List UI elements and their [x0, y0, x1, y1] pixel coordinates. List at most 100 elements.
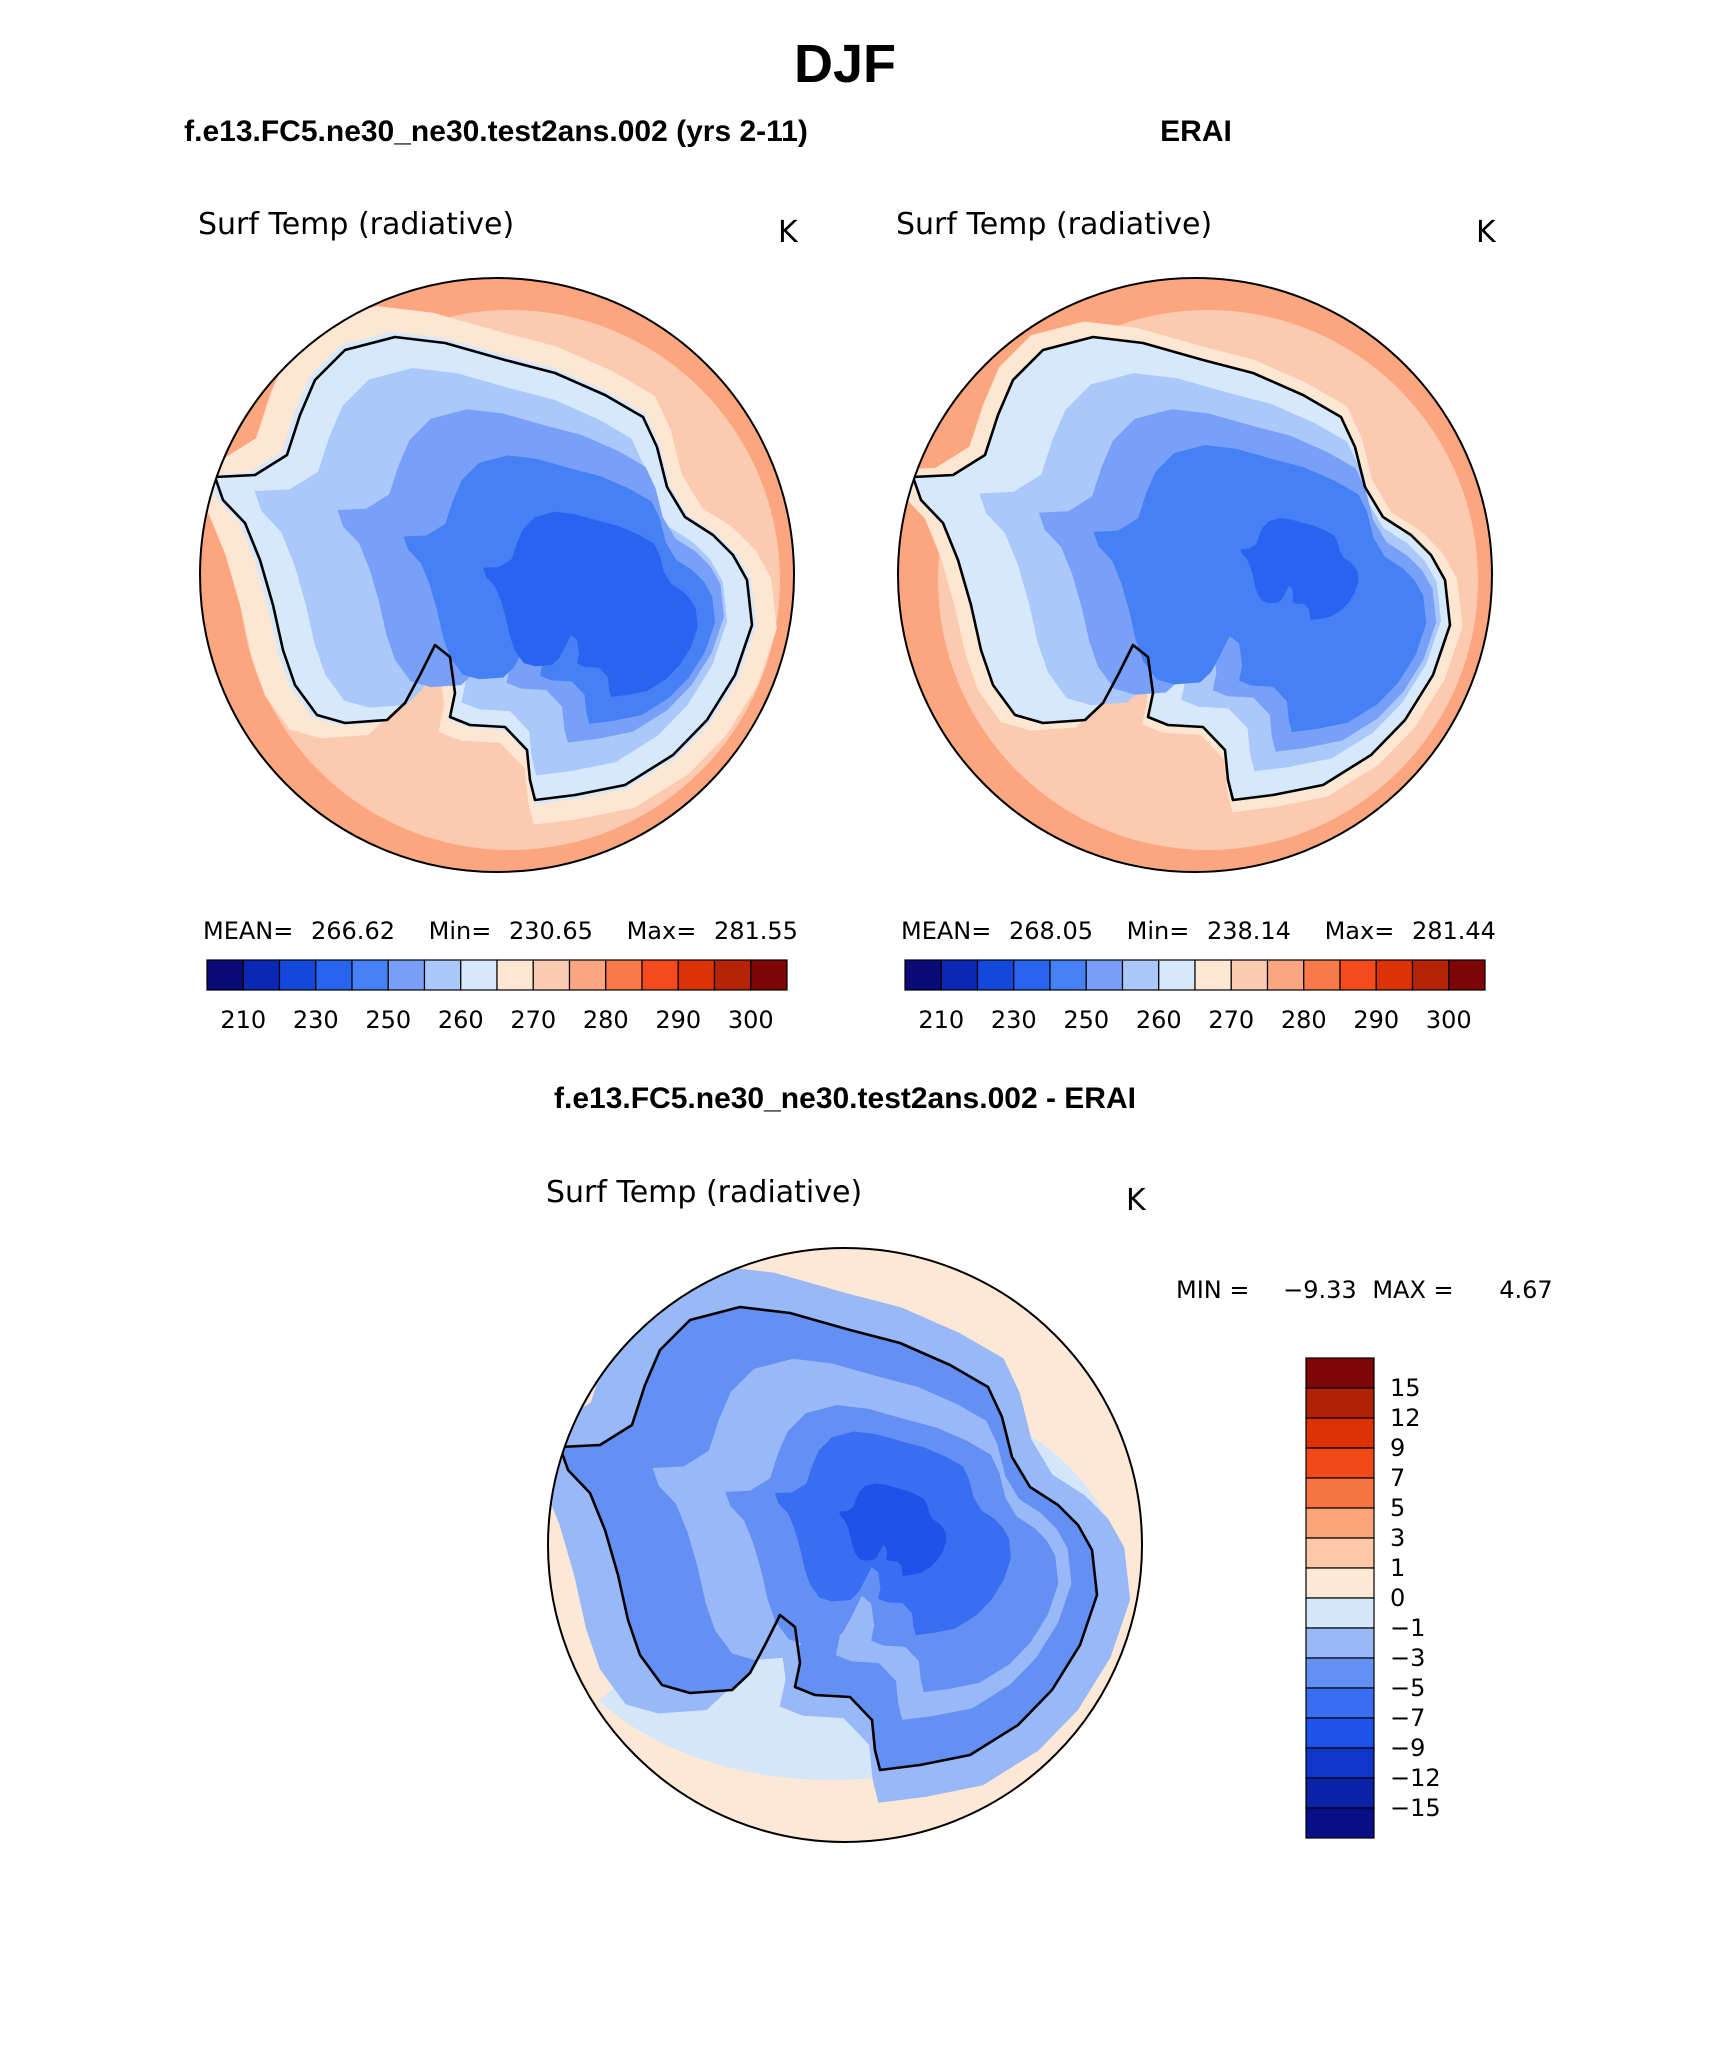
colorbar-tick-label: 280	[1281, 1006, 1327, 1034]
model-min-label: Min=	[429, 917, 492, 945]
colorbar-tick-label: −7	[1390, 1704, 1425, 1732]
model-max-label: Max=	[627, 917, 697, 945]
colorbar-tick-label: 230	[293, 1006, 339, 1034]
obs-max-label: Max=	[1325, 917, 1395, 945]
colorbar-swatch	[1305, 1747, 1375, 1779]
colorbar-swatch	[1121, 959, 1160, 991]
model-mean-label: MEAN=	[203, 917, 293, 945]
colorbar-swatch	[1305, 1357, 1375, 1389]
colorbar-swatch	[423, 959, 462, 991]
obs-min-value: 238.14	[1207, 917, 1291, 945]
diff-title: f.e13.FC5.ne30_ne30.test2ans.002 - ERAI	[554, 1082, 1136, 1115]
colorbar-swatch	[1303, 959, 1341, 991]
colorbar-tick-label: 1	[1390, 1554, 1405, 1582]
colorbar-swatch	[1158, 959, 1196, 991]
colorbar-tick-label: 12	[1390, 1404, 1421, 1432]
colorbar-tick-label: 300	[728, 1006, 774, 1034]
colorbar-swatch	[206, 959, 244, 991]
colorbar-tick-label: 260	[438, 1006, 484, 1034]
obs-min-label: Min=	[1127, 917, 1190, 945]
diff-max-label: MAX =	[1372, 1276, 1453, 1304]
obs-stats: MEAN= 268.05 Min= 238.14 Max= 281.44	[901, 917, 1496, 945]
colorbar-swatch	[750, 959, 788, 991]
colorbar-swatch	[1085, 959, 1124, 991]
colorbar-swatch	[568, 959, 607, 991]
colorbar-swatch	[351, 959, 389, 991]
colorbar-swatch	[1339, 959, 1377, 991]
diff-units-label: K	[1126, 1183, 1147, 1218]
colorbar-tick-label: 9	[1390, 1434, 1405, 1462]
colorbar-swatch	[1375, 959, 1414, 991]
colorbar-swatch	[1305, 1807, 1375, 1839]
model-colorbar: 210 230 250 260 270 280 290 300	[206, 959, 788, 1034]
colorbar-swatch	[1305, 1777, 1375, 1809]
model-max-value: 281.55	[714, 917, 798, 945]
colorbar-tick-label: 290	[655, 1006, 701, 1034]
model-map	[200, 278, 794, 872]
obs-case-title: ERAI	[1160, 115, 1232, 148]
colorbar-tick-label: 270	[1208, 1006, 1254, 1034]
colorbar-swatch	[713, 959, 752, 991]
obs-map	[898, 278, 1492, 872]
colorbar-swatch	[387, 959, 426, 991]
model-stats: MEAN= 266.62 Min= 230.65 Max= 281.55	[203, 917, 798, 945]
obs-max-value: 281.44	[1412, 917, 1496, 945]
colorbar-swatch	[904, 959, 942, 991]
obs-field-warm-edge	[898, 300, 960, 420]
colorbar-tick-label: −1	[1390, 1614, 1425, 1642]
colorbar-swatch	[460, 959, 498, 991]
colorbar-swatch	[677, 959, 716, 991]
colorbar-swatch	[1305, 1657, 1375, 1689]
obs-map-border	[897, 277, 1493, 873]
colorbar-tick-label: 250	[1063, 1006, 1109, 1034]
colorbar-swatch	[1266, 959, 1305, 991]
model-units-label: K	[778, 215, 799, 250]
model-field-warm-edge	[200, 300, 260, 420]
colorbar-tick-label: 270	[510, 1006, 556, 1034]
colorbar-tick-label: −15	[1390, 1794, 1441, 1822]
diff-map	[548, 1248, 1142, 1842]
colorbar-tick-label: 290	[1353, 1006, 1399, 1034]
diff-min-value: −9.33	[1283, 1276, 1357, 1304]
colorbar-tick-label: 300	[1426, 1006, 1472, 1034]
colorbar-swatch	[496, 959, 534, 991]
colorbar-tick-label: 7	[1390, 1464, 1405, 1492]
colorbar-swatch	[1013, 959, 1051, 991]
colorbar-swatch	[1305, 1627, 1375, 1659]
colorbar-swatch	[1305, 1387, 1375, 1419]
diff-stats: MIN = −9.33 MAX = 4.67	[1176, 1276, 1553, 1304]
model-min-value: 230.65	[509, 917, 593, 945]
colorbar-tick-label: −5	[1390, 1674, 1425, 1702]
colorbar-tick-label: 5	[1390, 1494, 1405, 1522]
colorbar-tick-label: −9	[1390, 1734, 1425, 1762]
colorbar-swatch	[315, 959, 353, 991]
figure-title: DJF	[794, 34, 896, 94]
diff-variable-label: Surf Temp (radiative)	[546, 1175, 862, 1210]
colorbar-swatch	[1305, 1417, 1375, 1449]
colorbar-swatch	[532, 959, 571, 991]
colorbar-swatch	[605, 959, 643, 991]
colorbar-tick-label: 0	[1390, 1584, 1405, 1612]
colorbar-swatch	[1305, 1567, 1375, 1599]
colorbar-tick-label: −3	[1390, 1644, 1425, 1672]
diff-max-value: 4.67	[1499, 1276, 1552, 1304]
panel-diff: f.e13.FC5.ne30_ne30.test2ans.002 - ERAI …	[546, 1082, 1553, 1843]
colorbar-swatch	[641, 959, 679, 991]
colorbar-tick-label: 3	[1390, 1524, 1405, 1552]
model-mean-value: 266.62	[311, 917, 395, 945]
colorbar-tick-label: 230	[991, 1006, 1037, 1034]
colorbar-swatch	[1305, 1477, 1375, 1509]
colorbar-swatch	[1230, 959, 1269, 991]
colorbar-swatch	[1305, 1507, 1375, 1539]
colorbar-swatch	[242, 959, 281, 991]
model-map-border	[199, 277, 795, 873]
colorbar-swatch	[1448, 959, 1486, 991]
colorbar-tick-label: 260	[1136, 1006, 1182, 1034]
colorbar-swatch	[278, 959, 317, 991]
colorbar-tick-label: 280	[583, 1006, 629, 1034]
panel-obs: ERAI Surf Temp (radiative) K MEAN= 268.0…	[896, 115, 1497, 1034]
obs-units-label: K	[1476, 215, 1497, 250]
colorbar-tick-label: 210	[918, 1006, 964, 1034]
